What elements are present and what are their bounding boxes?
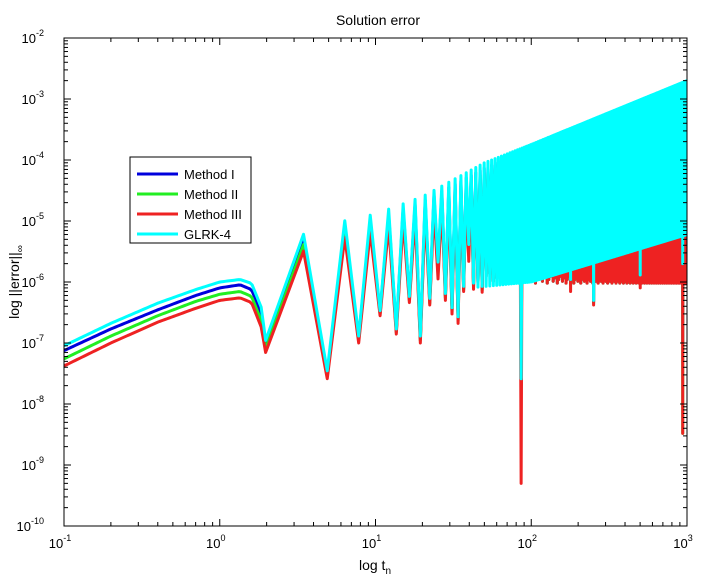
tick-layer: 10-1 100 101 102 103 10-10 10-9 10-8 10-7 10-6 10-…	[17, 28, 693, 551]
legend: Method I Method II Method III GLRK-4	[129, 156, 252, 244]
y-axis-label-base: log ||error||	[6, 252, 22, 319]
y-tick-label: 10-3	[22, 89, 44, 107]
x-tick-label: 100	[206, 533, 225, 551]
y-tick-label: 10-8	[22, 394, 44, 412]
x-axis-label-base: log t	[359, 557, 386, 573]
legend-box	[129, 156, 252, 244]
y-tick-label: 10-10	[17, 516, 44, 534]
y-tick-label: 10-7	[22, 333, 44, 351]
chart-title: Solution error	[336, 12, 420, 28]
series-line-glrk-4	[64, 79, 687, 381]
y-tick-label: 10-6	[22, 272, 44, 290]
y-tick-label: 10-5	[22, 211, 44, 229]
legend-label: Method I	[184, 167, 235, 182]
legend-label: GLRK-4	[184, 227, 231, 242]
y-tick-label: 10-2	[22, 28, 44, 46]
x-axis-label-subscript: n	[385, 566, 391, 577]
legend-label: Method II	[184, 187, 238, 202]
x-tick-label: 103	[673, 533, 692, 551]
y-tick-label: 10-9	[22, 455, 44, 473]
y-tick-label: 10-4	[22, 150, 44, 168]
x-tick-label: 102	[518, 533, 537, 551]
x-axis-label: log tn	[359, 557, 391, 577]
x-tick-label: 101	[362, 533, 381, 551]
x-tick-label: 10-1	[49, 533, 71, 551]
y-axis-label: log ||error||∞	[6, 245, 26, 319]
y-axis-label-subscript: ∞	[15, 245, 26, 252]
legend-label: Method III	[184, 207, 242, 222]
series-layer	[64, 79, 687, 485]
